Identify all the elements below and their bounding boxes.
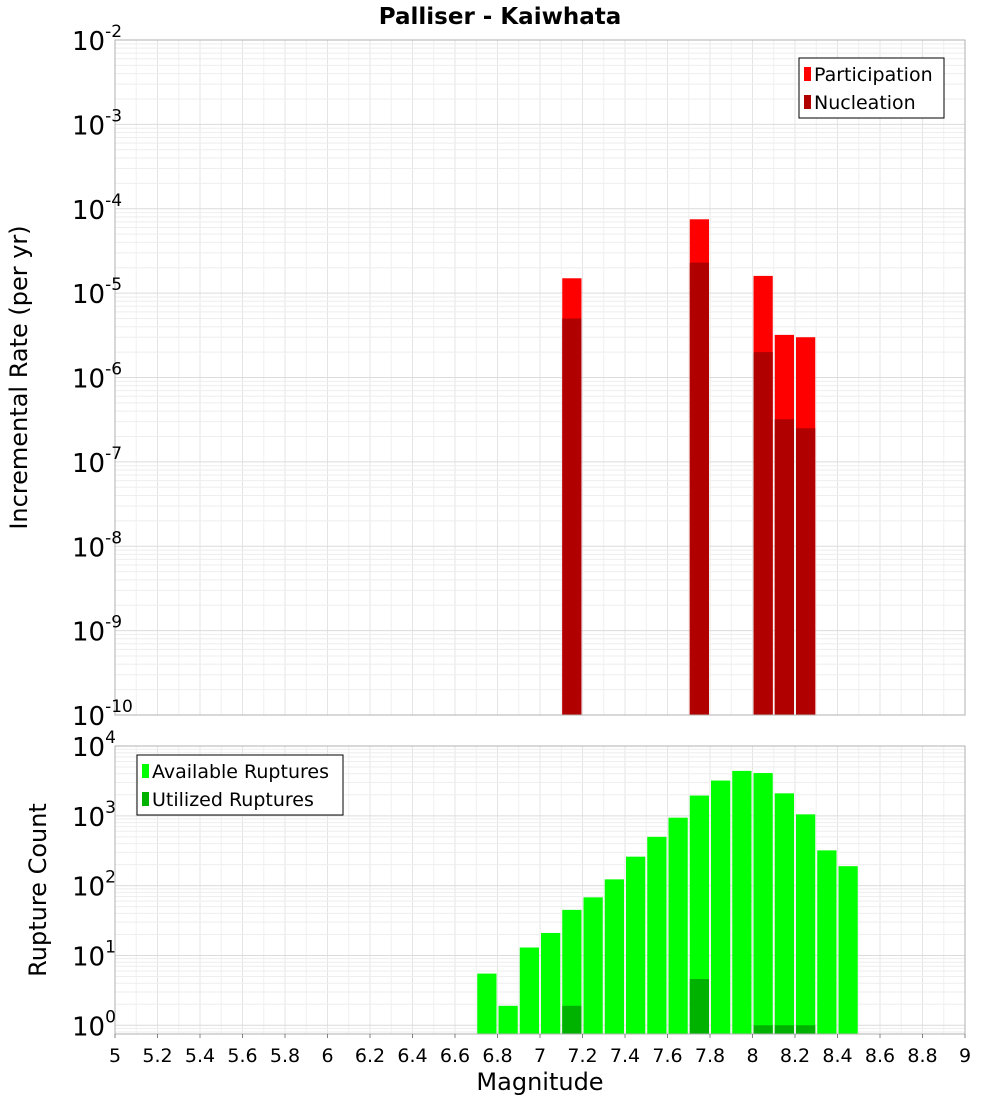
- count-bar: [668, 817, 688, 1034]
- rate-legend-swatch: [804, 95, 811, 109]
- x-tick-label: 6.4: [397, 1045, 427, 1067]
- rate-y-tick-label: 10-7: [72, 444, 122, 479]
- x-tick-label: 7: [534, 1045, 546, 1067]
- count-bar: [753, 773, 773, 1034]
- count-bar: [583, 897, 603, 1034]
- x-tick-label: 8: [746, 1045, 758, 1067]
- count-y-tick-label: 104: [72, 728, 116, 763]
- count-bar: [732, 770, 752, 1034]
- count-bar: [774, 1025, 794, 1034]
- count-legend-label: Utilized Ruptures: [152, 789, 314, 811]
- count-series-0: [477, 770, 858, 1034]
- count-bar: [753, 1025, 773, 1034]
- count-bar: [541, 932, 561, 1034]
- x-tick-label: 6.2: [355, 1045, 385, 1067]
- rate-y-tick-label: 10-4: [72, 191, 122, 226]
- count-y-axis-label: Rupture Count: [24, 803, 52, 977]
- x-tick-label: 7.2: [567, 1045, 597, 1067]
- count-bar: [647, 836, 667, 1034]
- count-bar: [562, 909, 582, 1034]
- rate-bar: [562, 318, 582, 715]
- rate-y-tick-label: 10-5: [72, 275, 122, 310]
- rate-chart-grid: [114, 39, 966, 716]
- x-tick-label: 5.2: [142, 1045, 172, 1067]
- rate-plot-border: [114, 39, 966, 716]
- rate-y-tick-label: 10-8: [72, 528, 122, 563]
- count-legend-box: [136, 754, 344, 816]
- x-tick-label: 8.4: [822, 1045, 852, 1067]
- count-bar: [711, 780, 731, 1034]
- rate-bar: [689, 262, 709, 715]
- rate-y-tick-label: 10-10: [72, 697, 133, 732]
- count-bar: [689, 979, 709, 1034]
- rate-bar: [753, 352, 773, 715]
- count-series-1: [562, 979, 816, 1034]
- x-tick-label: 9: [959, 1045, 971, 1067]
- x-tick-label: 8.2: [780, 1045, 810, 1067]
- count-legend-label: Available Ruptures: [152, 761, 329, 783]
- count-bar: [604, 879, 624, 1034]
- x-tick-label: 7.6: [652, 1045, 682, 1067]
- x-tick-label: 8.8: [907, 1045, 937, 1067]
- rate-legend-box: [798, 57, 945, 119]
- count-legend-swatch: [142, 764, 149, 778]
- rate-bar: [774, 419, 794, 715]
- count-bar: [838, 866, 858, 1034]
- rate-y-tick-label: 10-6: [72, 360, 122, 395]
- rate-legend-label: Nucleation: [814, 92, 916, 114]
- count-bar: [774, 793, 794, 1034]
- x-tick-label: 5.8: [270, 1045, 300, 1067]
- x-tick-label: 7.4: [610, 1045, 640, 1067]
- x-axis-label: Magnitude: [476, 1068, 603, 1096]
- count-bar: [562, 1005, 582, 1034]
- count-y-tick-label: 103: [72, 798, 116, 833]
- rate-y-tick-label: 10-3: [72, 106, 122, 141]
- rate-series-1: [562, 262, 816, 715]
- count-legend-swatch: [142, 792, 149, 806]
- count-y-tick-label: 101: [72, 937, 116, 972]
- count-bar: [796, 1025, 816, 1034]
- x-tick-label: 5.4: [185, 1045, 215, 1067]
- count-bar: [626, 856, 646, 1034]
- chart-title: Palliser - Kaiwhata: [379, 4, 622, 30]
- x-tick-label: 7.8: [695, 1045, 725, 1067]
- rate-legend-label: Participation: [814, 64, 933, 86]
- count-bar: [689, 795, 709, 1034]
- x-tick-label: 6.8: [482, 1045, 512, 1067]
- x-tick-label: 6: [321, 1045, 333, 1067]
- rate-bar: [796, 428, 816, 715]
- x-tick-label: 8.6: [865, 1045, 895, 1067]
- x-tick-label: 6.6: [440, 1045, 470, 1067]
- count-bar: [498, 1005, 518, 1034]
- count-y-tick-label: 102: [72, 868, 116, 903]
- rate-y-tick-label: 10-2: [72, 22, 122, 57]
- rate-legend-swatch: [804, 67, 811, 81]
- rate-legend: Participation Nucleation: [798, 57, 945, 119]
- count-bar: [796, 814, 816, 1034]
- rate-y-tick-label: 10-9: [72, 613, 122, 648]
- count-legend: Available Ruptures Utilized Ruptures: [136, 754, 344, 816]
- count-bar: [519, 947, 539, 1034]
- count-y-tick-label: 100: [72, 1007, 116, 1042]
- count-bar: [817, 850, 837, 1034]
- x-tick-label: 5: [109, 1045, 121, 1067]
- rate-y-axis-label: Incremental Rate (per yr): [5, 225, 33, 529]
- x-tick-label: 5.6: [227, 1045, 257, 1067]
- count-bar: [477, 973, 497, 1034]
